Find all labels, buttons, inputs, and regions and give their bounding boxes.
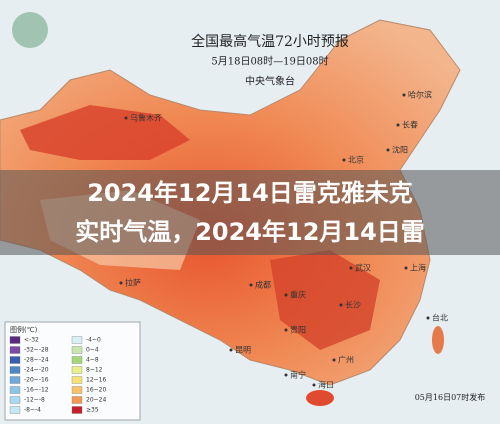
city-label: 昆明 [235,346,251,355]
city-label: 成都 [255,280,271,290]
city-dot [284,328,288,332]
city-dot [342,158,346,162]
legend-swatch [9,366,21,374]
legend-label: 4~8 [86,357,99,364]
legend-swatch [71,386,83,394]
city-dot [119,281,123,285]
city-dot [396,123,400,127]
city-label: 贵阳 [290,325,306,335]
city-label: 长沙 [345,300,361,310]
city-label: 北京 [348,155,364,165]
city-dot [284,293,288,297]
logo [12,12,48,48]
city-dot [426,316,430,320]
legend-label: -8~-4 [24,407,41,414]
footer: 05月16日07时发布 [415,392,486,402]
legend-label: -32~-28 [24,347,49,354]
legend-label: -24~-20 [24,367,49,374]
legend-label: -16~-12 [24,387,49,394]
legend-swatch [9,386,21,394]
city-label: 海口 [318,380,334,390]
map-title: 全国最高气温72小时预报 [191,33,349,50]
city-dot [249,283,253,287]
city-label: 广州 [338,355,354,365]
legend-label: -20~-16 [24,377,49,384]
legend-swatch [71,356,83,364]
legend-label: <-32 [24,337,39,344]
city-label: 乌鲁木齐 [130,113,162,123]
island [306,390,334,406]
legend-swatch [9,346,21,354]
legend-swatch [71,366,83,374]
legend-label: 0~4 [86,347,99,354]
legend-swatch [71,336,83,344]
legend-label: -4~0 [86,337,101,344]
city-dot [349,266,353,270]
legend-label: -12~-8 [24,397,45,404]
legend-swatch [71,346,83,354]
city-label: 上海 [410,263,426,273]
city-label: 台北 [432,313,448,323]
legend-swatch [9,396,21,404]
legend-swatch [9,336,21,344]
island [432,326,444,354]
legend-label: 16~20 [86,387,106,394]
legend-swatch [9,406,21,414]
legend-label: -28~-24 [24,357,49,364]
city-label: 哈尔滨 [408,90,432,100]
heat-zone [270,250,380,350]
city-dot [404,266,408,270]
map-issuer: 中央气象台 [245,75,295,88]
city-dot [386,148,390,152]
legend-swatch [9,376,21,384]
overlay-line: 2024年12月14日雷克雅未克 [87,179,413,207]
overlay-line: 实时气温，2024年12月14日雷 [75,218,425,246]
legend-title: 图例(℃) [10,325,38,334]
legend-label: ≥35 [86,407,99,414]
legend-label: 12~16 [86,377,106,384]
legend-swatch [71,376,83,384]
overlay-band [0,170,500,255]
city-label: 武汉 [355,263,371,273]
city-label: 拉萨 [125,278,141,288]
city-dot [312,383,316,387]
legend-swatch [71,406,83,414]
city-label: 重庆 [290,290,306,300]
city-dot [229,348,233,352]
legend-label: 20~24 [86,397,106,404]
city-label: 沈阳 [392,145,408,155]
city-dot [402,93,406,97]
city-dot [284,373,288,377]
heat-zone [20,105,190,160]
legend-label: 8~12 [86,367,103,374]
city-label: 长春 [402,120,418,130]
legend: <-32 -32~-28 -28~-24 -24~-20 -20~-16 -16~-12 -… [9,336,106,414]
legend-swatch [9,356,21,364]
city-dot [339,303,343,307]
legend-swatch [71,396,83,404]
city-dot [124,116,128,120]
city-label: 南宁 [290,370,306,380]
city-dot [332,358,336,362]
map-period: 5月18日08时—19日08时 [211,56,328,68]
